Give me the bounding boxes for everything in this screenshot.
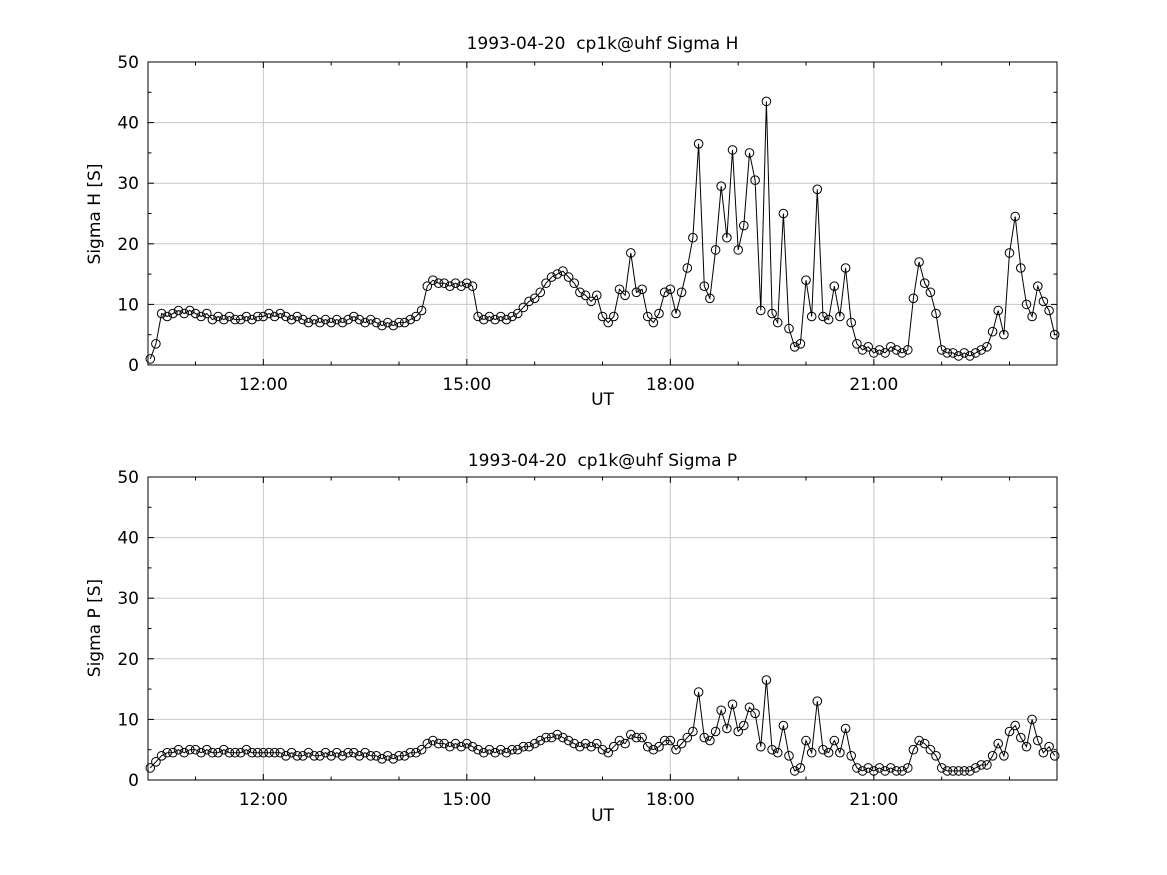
svg-text:20: 20 bbox=[117, 650, 139, 670]
chart-title: 1993-04-20 cp1k@uhf Sigma P bbox=[467, 451, 738, 471]
svg-text:21:00: 21:00 bbox=[849, 790, 898, 810]
svg-text:15:00: 15:00 bbox=[442, 375, 491, 395]
svg-text:40: 40 bbox=[117, 529, 139, 549]
chart-title: 1993-04-20 cp1k@uhf Sigma H bbox=[466, 34, 739, 54]
svg-text:10: 10 bbox=[117, 710, 139, 730]
svg-text:12:00: 12:00 bbox=[239, 790, 288, 810]
svg-text:18:00: 18:00 bbox=[646, 375, 695, 395]
svg-text:18:00: 18:00 bbox=[646, 790, 695, 810]
svg-text:50: 50 bbox=[117, 53, 139, 73]
sigma-p-panel: 1993-04-20 cp1k@uhf Sigma P Sigma P [S] … bbox=[0, 437, 1167, 874]
x-axis-label: UT bbox=[591, 390, 614, 410]
sigma-h-panel: 1993-04-20 cp1k@uhf Sigma H Sigma H [S] … bbox=[0, 0, 1167, 437]
svg-text:40: 40 bbox=[117, 114, 139, 134]
svg-text:12:00: 12:00 bbox=[239, 375, 288, 395]
svg-text:15:00: 15:00 bbox=[442, 790, 491, 810]
svg-text:50: 50 bbox=[117, 468, 139, 488]
svg-text:20: 20 bbox=[117, 235, 139, 255]
svg-text:0: 0 bbox=[128, 771, 139, 791]
sigma-h-plot: 12:00 15:00 18:00 21:00 0 10 20 30 40 50 bbox=[117, 53, 1060, 395]
x-axis-label: UT bbox=[591, 806, 614, 826]
sigma-p-plot: 12:00 15:00 18:00 21:00 0 10 20 30 40 50 bbox=[117, 468, 1060, 810]
svg-text:0: 0 bbox=[128, 356, 139, 376]
svg-text:10: 10 bbox=[117, 295, 139, 315]
svg-text:30: 30 bbox=[117, 589, 139, 609]
svg-text:21:00: 21:00 bbox=[849, 375, 898, 395]
svg-text:30: 30 bbox=[117, 174, 139, 194]
